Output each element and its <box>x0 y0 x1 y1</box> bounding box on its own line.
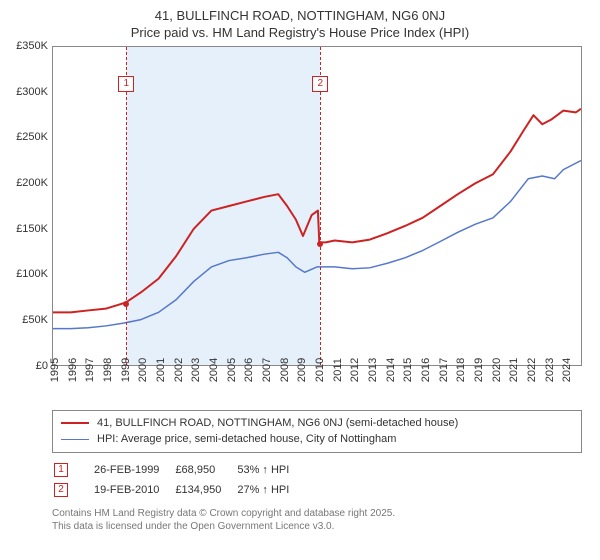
x-tick-label: 2017 <box>438 358 450 382</box>
x-tick-label: 2006 <box>243 358 255 382</box>
x-tick-label: 2019 <box>473 358 485 382</box>
x-tick-label: 2021 <box>508 358 520 382</box>
x-tick-label: 1997 <box>84 358 96 382</box>
sale-price: £134,950 <box>175 481 235 499</box>
sale-dot <box>317 241 323 247</box>
legend: 41, BULLFINCH ROAD, NOTTINGHAM, NG6 0NJ … <box>52 410 582 453</box>
chart-title-line2: Price paid vs. HM Land Registry's House … <box>12 25 588 40</box>
sale-pct: 27% ↑ HPI <box>237 481 303 499</box>
legend-swatch <box>61 422 89 424</box>
x-tick-label: 2001 <box>155 358 167 382</box>
sale-marker-2: 2 <box>312 76 328 92</box>
legend-label: HPI: Average price, semi-detached house,… <box>97 431 396 448</box>
x-tick-label: 2015 <box>402 358 414 382</box>
legend-row: HPI: Average price, semi-detached house,… <box>61 431 573 448</box>
plot-area: 12 <box>52 46 582 366</box>
x-tick-label: 2010 <box>314 358 326 382</box>
x-tick-label: 2016 <box>420 358 432 382</box>
x-tick-label: 2020 <box>491 358 503 382</box>
x-tick-label: 2011 <box>332 358 344 382</box>
legend-swatch <box>61 439 89 440</box>
y-tick-label: £100K <box>16 268 48 280</box>
x-tick-label: 2023 <box>544 358 556 382</box>
x-tick-label: 2018 <box>455 358 467 382</box>
x-tick-label: 2024 <box>561 358 573 382</box>
x-tick-label: 2008 <box>279 358 291 382</box>
y-tick-label: £150K <box>16 223 48 235</box>
chart-container: 41, BULLFINCH ROAD, NOTTINGHAM, NG6 0NJ … <box>0 0 600 560</box>
sale-marker-icon: 1 <box>54 463 68 477</box>
sale-marker-1: 1 <box>118 76 134 92</box>
y-axis: £0£50K£100K£150K£200K£250K£300K£350K <box>12 46 52 366</box>
x-tick-label: 2009 <box>296 358 308 382</box>
x-tick-label: 2007 <box>261 358 273 382</box>
x-tick-label: 2002 <box>173 358 185 382</box>
y-tick-label: £0 <box>36 360 48 372</box>
x-tick-label: 2003 <box>190 358 202 382</box>
y-tick-label: £250K <box>16 131 48 143</box>
sale-vline <box>126 47 127 365</box>
legend-row: 41, BULLFINCH ROAD, NOTTINGHAM, NG6 0NJ … <box>61 415 573 432</box>
sales-table: 1 26-FEB-1999£68,95053% ↑ HPI 2 19-FEB-2010… <box>52 459 305 501</box>
sale-marker-icon: 2 <box>54 483 68 497</box>
ownership-band <box>126 47 320 365</box>
attribution-footer: Contains HM Land Registry data © Crown c… <box>52 507 588 533</box>
x-tick-label: 2004 <box>208 358 220 382</box>
y-tick-label: £350K <box>16 40 48 52</box>
footer-line1: Contains HM Land Registry data © Crown c… <box>52 507 588 520</box>
x-tick-label: 1996 <box>67 358 79 382</box>
legend-label: 41, BULLFINCH ROAD, NOTTINGHAM, NG6 0NJ … <box>97 415 458 432</box>
y-tick-label: £200K <box>16 177 48 189</box>
x-tick-label: 2022 <box>526 358 538 382</box>
x-tick-label: 1998 <box>102 358 114 382</box>
chart-title-line1: 41, BULLFINCH ROAD, NOTTINGHAM, NG6 0NJ <box>12 8 588 25</box>
x-tick-label: 1995 <box>49 358 61 382</box>
x-tick-label: 2012 <box>349 358 361 382</box>
x-axis: 1995199619971998199920002001200220032004… <box>52 366 582 408</box>
sale-date: 26-FEB-1999 <box>94 461 173 479</box>
x-tick-label: 2013 <box>367 358 379 382</box>
sale-date: 19-FEB-2010 <box>94 481 173 499</box>
sale-price: £68,950 <box>175 461 235 479</box>
x-tick-label: 1999 <box>120 358 132 382</box>
sale-vline <box>320 47 321 365</box>
y-tick-label: £50K <box>22 314 48 326</box>
x-tick-label: 2005 <box>226 358 238 382</box>
x-tick-label: 2014 <box>385 358 397 382</box>
x-tick-label: 2000 <box>137 358 149 382</box>
footer-line2: This data is licensed under the Open Gov… <box>52 520 588 533</box>
sale-row: 2 19-FEB-2010£134,95027% ↑ HPI <box>54 481 303 499</box>
sale-dot <box>123 301 129 307</box>
chart-area: £0£50K£100K£150K£200K£250K£300K£350K 12 … <box>12 46 588 408</box>
y-tick-label: £300K <box>16 86 48 98</box>
sale-pct: 53% ↑ HPI <box>237 461 303 479</box>
sale-row: 1 26-FEB-1999£68,95053% ↑ HPI <box>54 461 303 479</box>
